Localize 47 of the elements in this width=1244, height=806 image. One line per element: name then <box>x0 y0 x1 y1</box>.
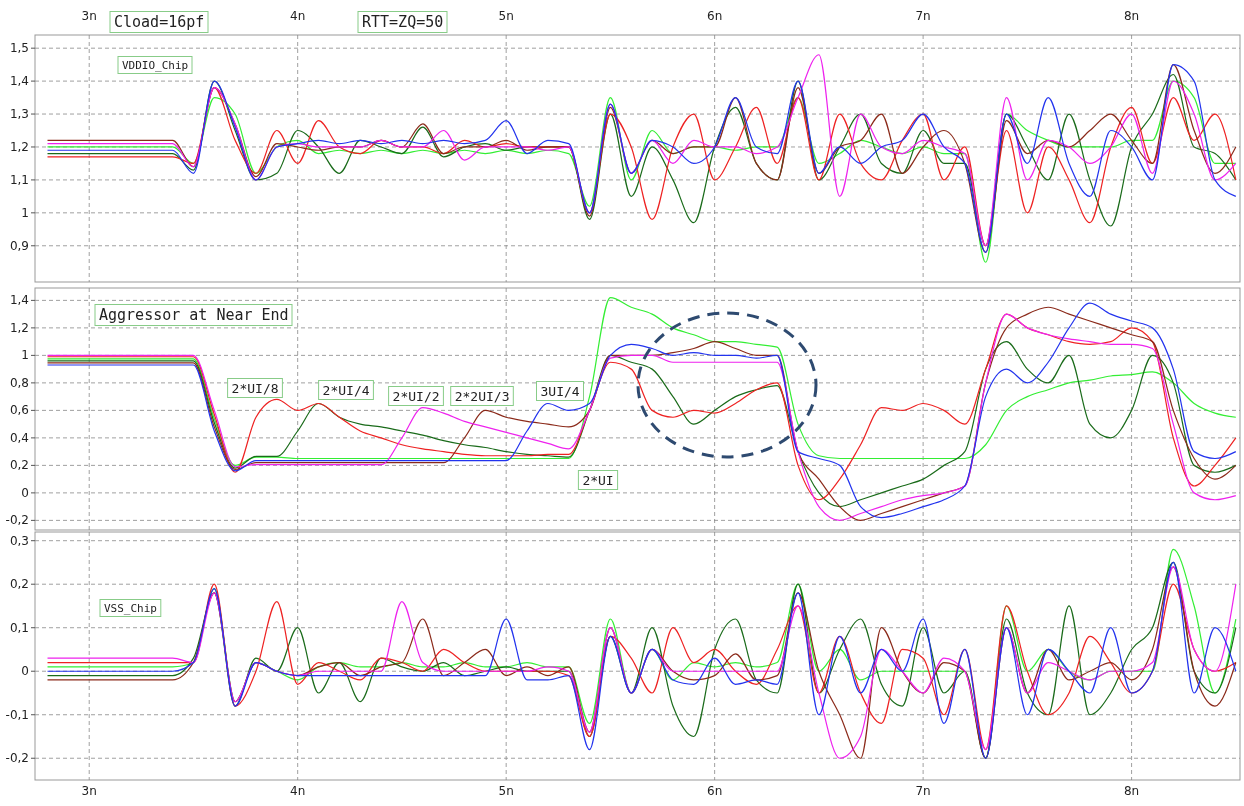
y-tick-label: 1,5 <box>9 41 29 56</box>
y-tick-label: -0,2 <box>5 513 29 528</box>
y-tick-label: 0 <box>21 664 29 679</box>
x2-tick-label: 5n <box>498 9 514 23</box>
annotation: VDDIO_Chip <box>122 58 189 72</box>
text: Cload=16pf <box>114 13 205 31</box>
x-tick-label: 4n <box>290 784 306 798</box>
y-tick-label: 0,2 <box>9 577 29 592</box>
x2-tick-label: 7n <box>915 9 931 23</box>
annotation: VSS_Chip <box>104 601 157 615</box>
y-tick-label: 1 <box>21 205 29 220</box>
y-tick-label: 0,6 <box>9 403 29 418</box>
x-tick-label: 3n <box>81 784 97 798</box>
line-series <box>46 297 1237 466</box>
y-tick-label: 1,3 <box>9 107 29 122</box>
y-tick-label: 0,3 <box>9 533 29 548</box>
x2-tick-label: 3n <box>81 9 97 23</box>
y-tick-label: 1,1 <box>9 172 29 187</box>
annotation: 3UI/4 <box>540 383 580 399</box>
annotation: Aggressor at Near End <box>99 306 289 324</box>
x-tick-label: 8n <box>1123 784 1140 798</box>
y-tick-label: 1,4 <box>9 293 29 308</box>
annotation: 2*UI <box>582 472 614 488</box>
y-tick-label: 0,8 <box>9 375 29 390</box>
y-tick-label: 0,2 <box>9 458 29 473</box>
y-tick-label: 1 <box>21 348 29 363</box>
annotation: 2*UI/8 <box>231 380 279 396</box>
x2-tick-label: 8n <box>1123 9 1140 23</box>
text: RTT=ZQ=50 <box>362 13 444 31</box>
x-tick-label: 6n <box>707 784 723 798</box>
y-tick-label: 0,9 <box>9 238 29 253</box>
x2-tick-label: 4n <box>290 9 306 23</box>
annotation: 2*UI/2 <box>392 388 440 404</box>
y-tick-label: -0,1 <box>5 707 29 722</box>
y-tick-label: 1,2 <box>9 320 29 335</box>
x2-tick-label: 6n <box>707 9 723 23</box>
line-series <box>46 341 1237 508</box>
y-tick-label: 0 <box>21 485 29 500</box>
x-tick-label: 7n <box>915 784 931 798</box>
y-tick-label: -0,2 <box>5 751 29 766</box>
y-tick-label: 0,1 <box>9 620 29 635</box>
y-tick-label: 1,2 <box>9 139 29 154</box>
annotation: 2*UI/4 <box>322 382 370 398</box>
y-tick-label: 1,4 <box>9 74 29 89</box>
y-tick-label: 0,4 <box>9 430 29 445</box>
annotation: 2*2UI/3 <box>454 388 510 404</box>
x-tick-label: 5n <box>498 784 514 798</box>
